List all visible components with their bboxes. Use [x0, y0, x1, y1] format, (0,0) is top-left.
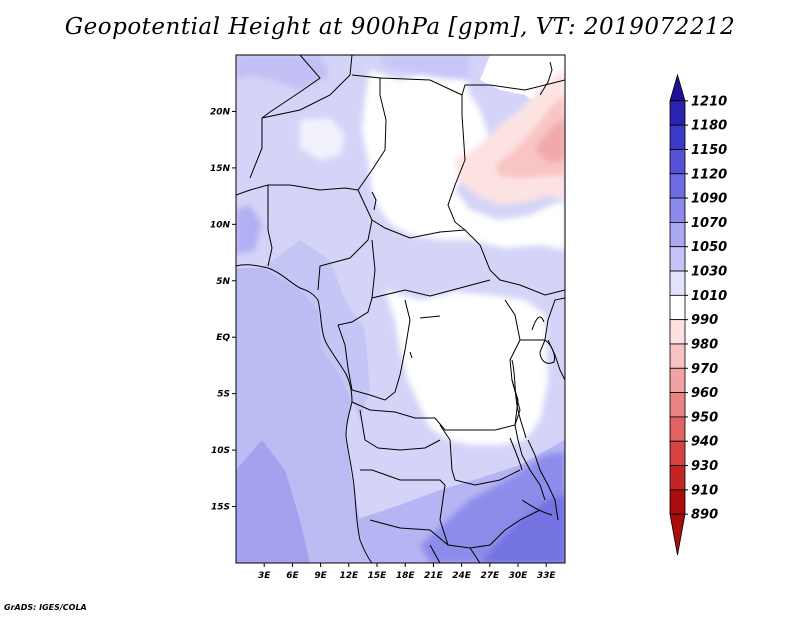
- colorbar-swatch: [669, 222, 686, 248]
- colorbar-swatch: [669, 343, 686, 369]
- lat-tick-label: 20N: [210, 107, 231, 117]
- lon-tick-label: 33E: [537, 571, 557, 581]
- lat-tick-label: 5S: [217, 390, 230, 400]
- colorbar-swatch: [669, 124, 686, 150]
- colorbar-label: 1050: [691, 240, 727, 255]
- colorbar-swatch: [669, 294, 686, 321]
- colorbar-label: 930: [691, 459, 718, 474]
- colorbar-label: 960: [691, 386, 718, 401]
- colorbar-label: 990: [691, 313, 718, 328]
- colorbar-label: 1090: [691, 192, 727, 207]
- colorbar: 1210 1180 1150 1120 1090 1070 1050 1030 1010 990 9…: [669, 73, 727, 556]
- lat-tick-label: 15S: [211, 503, 230, 513]
- lat-tick-label: 10N: [210, 220, 231, 230]
- lakes: [371, 191, 555, 516]
- lon-tick-label: 6E: [286, 571, 299, 581]
- colorbar-swatch: [669, 100, 686, 126]
- colorbar-label: 1180: [691, 119, 727, 134]
- colorbar-label: 1010: [691, 289, 727, 304]
- colorbar-label: 950: [691, 410, 718, 425]
- colorbar-swatch: [669, 489, 686, 515]
- longitude-axis: 3E 6E 9E 12E 15E 18E 21E 24E 27E 30E 33E: [258, 563, 556, 581]
- lon-tick-label: 27E: [480, 571, 500, 581]
- geopotential-field: [236, 55, 565, 563]
- colorbar-swatch: [669, 416, 686, 442]
- colorbar-swatch: [669, 246, 686, 272]
- colorbar-label: 1070: [691, 216, 727, 231]
- lon-tick-label: 3E: [258, 571, 271, 581]
- credit-label: GrADS: IGES/COLA: [4, 603, 87, 612]
- colorbar-label: 970: [691, 362, 718, 377]
- colorbar-label: 1150: [691, 143, 727, 158]
- colorbar-swatch: [669, 367, 686, 393]
- lon-tick-label: 18E: [396, 571, 416, 581]
- colorbar-swatch: [669, 319, 686, 345]
- lon-tick-label: 12E: [339, 571, 359, 581]
- lat-tick-label: 15N: [210, 164, 231, 174]
- colorbar-swatch: [669, 270, 686, 296]
- colorbar-swatch: [669, 197, 686, 223]
- lon-tick-label: 15E: [368, 571, 388, 581]
- colorbar-swatch: [669, 440, 686, 466]
- lon-tick-label: 9E: [314, 571, 327, 581]
- lat-tick-label: 5N: [216, 277, 230, 287]
- colorbar-swatch: [669, 149, 686, 175]
- lon-tick-label: 24E: [452, 571, 472, 581]
- colorbar-top-arrow: [669, 73, 686, 102]
- colorbar-label: 910: [691, 483, 718, 498]
- map-title: Geopotential Height at 900hPa [gpm], VT:…: [64, 14, 736, 40]
- colorbar-label: 1030: [691, 265, 727, 280]
- colorbar-label: 1120: [691, 167, 727, 182]
- lat-tick-label: EQ: [216, 333, 230, 343]
- colorbar-swatch: [669, 173, 686, 199]
- colorbar-label: 1210: [691, 94, 727, 109]
- plot-frame: [235, 54, 566, 564]
- colorbar-label: 980: [691, 337, 718, 352]
- colorbar-bottom-arrow: [669, 513, 686, 556]
- colorbar-label: 890: [691, 508, 718, 523]
- lat-tick-label: 10S: [211, 446, 230, 456]
- latitude-axis: 20N 15N 10N 5N EQ 5S 10S 15S: [210, 107, 236, 513]
- colorbar-label: 940: [691, 435, 718, 450]
- lon-tick-label: 21E: [424, 571, 444, 581]
- colorbar-swatch: [669, 465, 686, 491]
- colorbar-swatch: [669, 392, 686, 418]
- lon-tick-label: 30E: [509, 571, 529, 581]
- country-borders: [236, 55, 565, 563]
